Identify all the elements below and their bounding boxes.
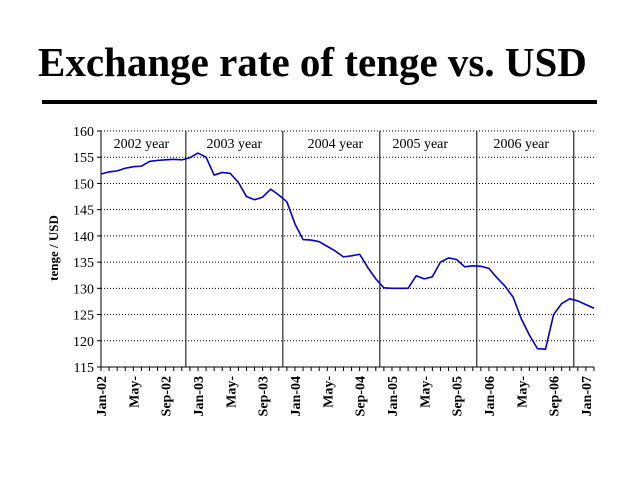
x-tick-label: Sep-05 bbox=[451, 376, 466, 416]
x-tick-label: Jan-03 bbox=[192, 376, 207, 416]
slide-title: Exchange rate of tenge vs. USD bbox=[38, 39, 587, 85]
y-tick-label: 150 bbox=[73, 177, 94, 192]
series bbox=[100, 152, 595, 350]
x-tick-label: Sep-03 bbox=[257, 376, 272, 416]
year-label: 2006 year bbox=[493, 137, 549, 152]
title-rule bbox=[42, 100, 597, 104]
x-tick-label: Sep-06 bbox=[548, 376, 563, 416]
year-label: 2002 year bbox=[114, 137, 170, 152]
x-tick-label: Jan-05 bbox=[386, 376, 401, 416]
x-tick-label: Sep-04 bbox=[354, 376, 369, 416]
x-tick-label: May- bbox=[321, 376, 336, 408]
axes bbox=[97, 130, 595, 371]
y-tick-label: 145 bbox=[73, 204, 94, 219]
year-label: 2004 year bbox=[308, 137, 364, 152]
y-axis-label: tenge / USD bbox=[46, 215, 61, 281]
y-tick-label: 160 bbox=[73, 125, 94, 140]
x-tick-label: May- bbox=[515, 376, 530, 408]
x-tick-label: Jan-07 bbox=[580, 376, 595, 416]
year-label: 2005 year bbox=[392, 137, 448, 152]
y-tick-label: 155 bbox=[73, 151, 94, 166]
x-tick-label: Jan-06 bbox=[483, 376, 498, 416]
x-tick-label: Jan-02 bbox=[95, 376, 110, 416]
x-tick-label: Jan-04 bbox=[289, 376, 304, 416]
series-line bbox=[100, 152, 595, 350]
x-tick-labels: Jan-02 May- Sep-02 Jan-03 May- Sep-03 Jan-04 Ma… bbox=[95, 376, 595, 417]
y-tick-labels: 115 120 125 130 135 140 145 150 155 160 bbox=[73, 125, 94, 376]
y-tick-label: 140 bbox=[73, 230, 94, 245]
grid-lines bbox=[101, 130, 594, 342]
year-labels: 2002 year 2003 year 2004 year 2005 year 2006… bbox=[114, 137, 550, 152]
y-tick-label: 115 bbox=[74, 361, 94, 376]
x-tick-label: May- bbox=[127, 376, 142, 408]
y-tick-label: 120 bbox=[73, 335, 94, 350]
year-label: 2003 year bbox=[207, 137, 263, 152]
x-tick-label: Sep-02 bbox=[160, 376, 175, 416]
x-tick-label: May- bbox=[418, 376, 433, 408]
y-tick-label: 130 bbox=[73, 282, 94, 297]
year-separators bbox=[185, 131, 575, 367]
y-tick-label: 135 bbox=[73, 256, 94, 271]
y-tick-label: 125 bbox=[73, 309, 94, 324]
x-tick-label: May- bbox=[224, 376, 239, 408]
